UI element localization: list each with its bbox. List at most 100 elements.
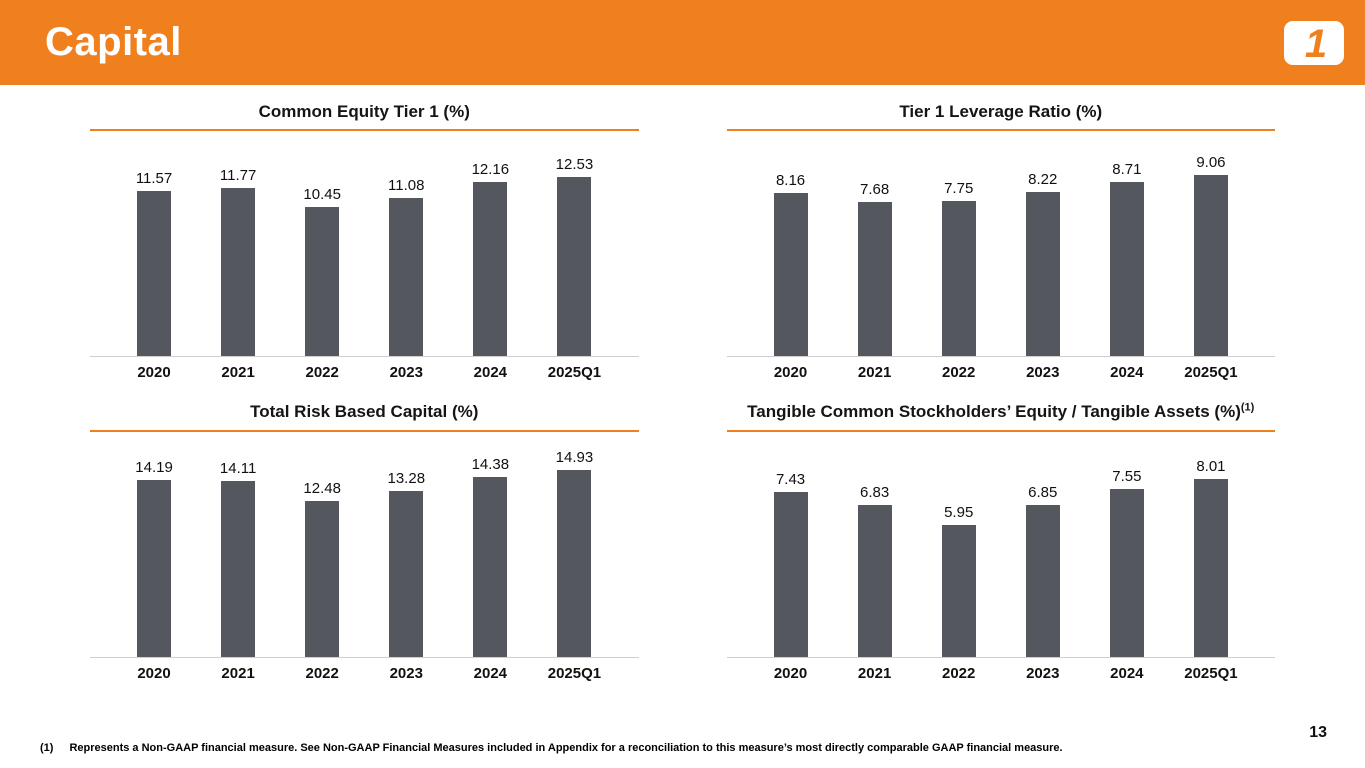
chart-category-labels: 2020 2021 2022 2023 2024 2025Q1 — [727, 357, 1276, 381]
bar-column: 11.08 — [364, 177, 448, 357]
bar — [305, 500, 340, 657]
bar-value-label: 7.68 — [860, 181, 890, 199]
bar-column: 7.55 — [1085, 468, 1169, 657]
bar-value-label: 12.48 — [303, 479, 341, 497]
category-label: 2025Q1 — [1184, 364, 1238, 382]
bar — [473, 182, 508, 357]
bar-column: 13.28 — [364, 470, 448, 657]
bar — [221, 188, 256, 357]
category-label: 2021 — [221, 664, 255, 682]
bar-value-label: 6.83 — [860, 483, 890, 501]
category-label: 2024 — [1110, 364, 1144, 382]
category-label: 2020 — [773, 364, 808, 382]
chart-title: Common Equity Tier 1 (%) — [90, 101, 639, 132]
bar-column: 12.16 — [448, 161, 532, 357]
footnote-marker: (1) — [40, 742, 54, 754]
bar — [137, 479, 172, 657]
bar-column: 11.57 — [112, 170, 196, 357]
category-label: 2023 — [1026, 664, 1060, 682]
bar-value-label: 12.53 — [555, 156, 594, 174]
category-label: 2025Q1 — [547, 364, 602, 382]
bar-column: 14.38 — [448, 456, 532, 657]
company-logo: 1 — [1283, 20, 1345, 66]
bar — [557, 177, 592, 357]
bar-column: 12.53 — [532, 156, 616, 357]
bar — [557, 469, 592, 657]
bar — [1193, 175, 1228, 357]
bar-value-label: 8.16 — [775, 172, 806, 190]
category-label: 2023 — [1026, 364, 1060, 382]
category-label: 2023 — [389, 664, 423, 682]
bar-column: 10.45 — [280, 186, 364, 357]
category-label: 2020 — [137, 664, 171, 682]
bar-column: 8.01 — [1169, 458, 1253, 657]
category-label: 2025Q1 — [1184, 664, 1238, 682]
footnote-text: Represents a Non-GAAP financial measure.… — [69, 742, 1063, 754]
category-label: 2024 — [473, 664, 508, 682]
bar-value-label: 8.71 — [1112, 161, 1142, 179]
bar — [1109, 488, 1144, 657]
bar — [389, 198, 424, 357]
bar-column: 12.48 — [280, 480, 364, 657]
bar-column: 14.93 — [532, 449, 616, 657]
chart-common-equity-tier-1: Common Equity Tier 1 (%) 11.57 11.77 10.45… — [90, 101, 639, 381]
charts-grid: Common Equity Tier 1 (%) 11.57 11.77 10.45… — [0, 85, 1365, 682]
bar-value-label: 12.16 — [471, 161, 510, 179]
category-label: 2022 — [942, 664, 976, 682]
bar — [389, 490, 424, 657]
header-bar: Capital 1 — [0, 0, 1365, 85]
chart-title-text: Tier 1 Leverage Ratio (%) — [899, 102, 1103, 121]
bar — [137, 191, 172, 357]
chart-category-labels: 2020 2021 2022 2023 2024 2025Q1 — [90, 658, 639, 682]
bar-value-label: 14.38 — [471, 455, 510, 473]
svg-text:1: 1 — [1305, 22, 1327, 66]
bar — [1025, 504, 1060, 657]
category-label: 2024 — [1110, 664, 1144, 682]
chart-title: Tier 1 Leverage Ratio (%) — [726, 101, 1275, 132]
chart-plot: 7.43 6.83 5.95 6.85 7.55 8.01 — [726, 432, 1275, 658]
bar-value-label: 11.77 — [219, 167, 257, 185]
bar-column: 14.19 — [112, 459, 196, 657]
category-label: 2022 — [942, 364, 976, 382]
bar-column: 6.83 — [833, 484, 917, 657]
bar-value-label: 11.08 — [388, 177, 425, 195]
bar-column: 7.75 — [917, 180, 1001, 357]
bar — [473, 476, 508, 657]
bar-column: 8.22 — [1001, 171, 1085, 357]
bar-value-label: 10.45 — [303, 186, 341, 204]
category-label: 2024 — [473, 364, 508, 382]
category-label: 2022 — [305, 664, 339, 682]
bar — [857, 202, 892, 357]
bar-column: 8.71 — [1085, 161, 1169, 357]
bar — [221, 480, 256, 657]
bar — [305, 207, 340, 357]
bar — [941, 524, 976, 657]
chart-category-labels: 2020 2021 2022 2023 2024 2025Q1 — [90, 357, 639, 381]
bar-column: 7.43 — [749, 471, 833, 657]
chart-title-text: Common Equity Tier 1 (%) — [258, 102, 470, 121]
chart-tier-1-leverage-ratio: Tier 1 Leverage Ratio (%) 8.16 7.68 7.75 8.… — [726, 101, 1276, 381]
bar-value-label: 8.01 — [1196, 457, 1226, 475]
bar-value-label: 9.06 — [1196, 154, 1226, 172]
bar-column: 14.11 — [196, 460, 280, 657]
chart-category-labels: 2020 2021 2022 2023 2024 2025Q1 — [727, 658, 1276, 682]
bar-column: 7.68 — [833, 181, 917, 357]
bar-column: 9.06 — [1169, 154, 1253, 357]
bar — [773, 491, 808, 657]
bar-column: 5.95 — [917, 504, 1001, 657]
chart-title-text: Total Risk Based Capital (%) — [250, 402, 479, 422]
category-label: 2021 — [857, 364, 892, 382]
bar-column: 8.16 — [749, 172, 833, 357]
chart-tangible-common-equity-tangible-assets: Tangible Common Stockholders’ Equity / T… — [726, 401, 1276, 682]
bar-value-label: 6.85 — [1028, 483, 1058, 501]
page-title: Capital — [45, 20, 182, 64]
bar-value-label: 8.22 — [1028, 171, 1058, 189]
bar-value-label: 5.95 — [944, 503, 974, 521]
bar-value-label: 14.19 — [135, 458, 173, 476]
bar-value-label: 13.28 — [387, 469, 426, 487]
chart-plot: 14.19 14.11 12.48 13.28 14.38 14.93 — [90, 432, 639, 658]
chart-total-risk-based-capital: Total Risk Based Capital (%) 14.19 14.11 1… — [90, 401, 639, 682]
page-number: 13 — [1309, 724, 1327, 741]
chart-title: Total Risk Based Capital (%) — [90, 401, 639, 432]
